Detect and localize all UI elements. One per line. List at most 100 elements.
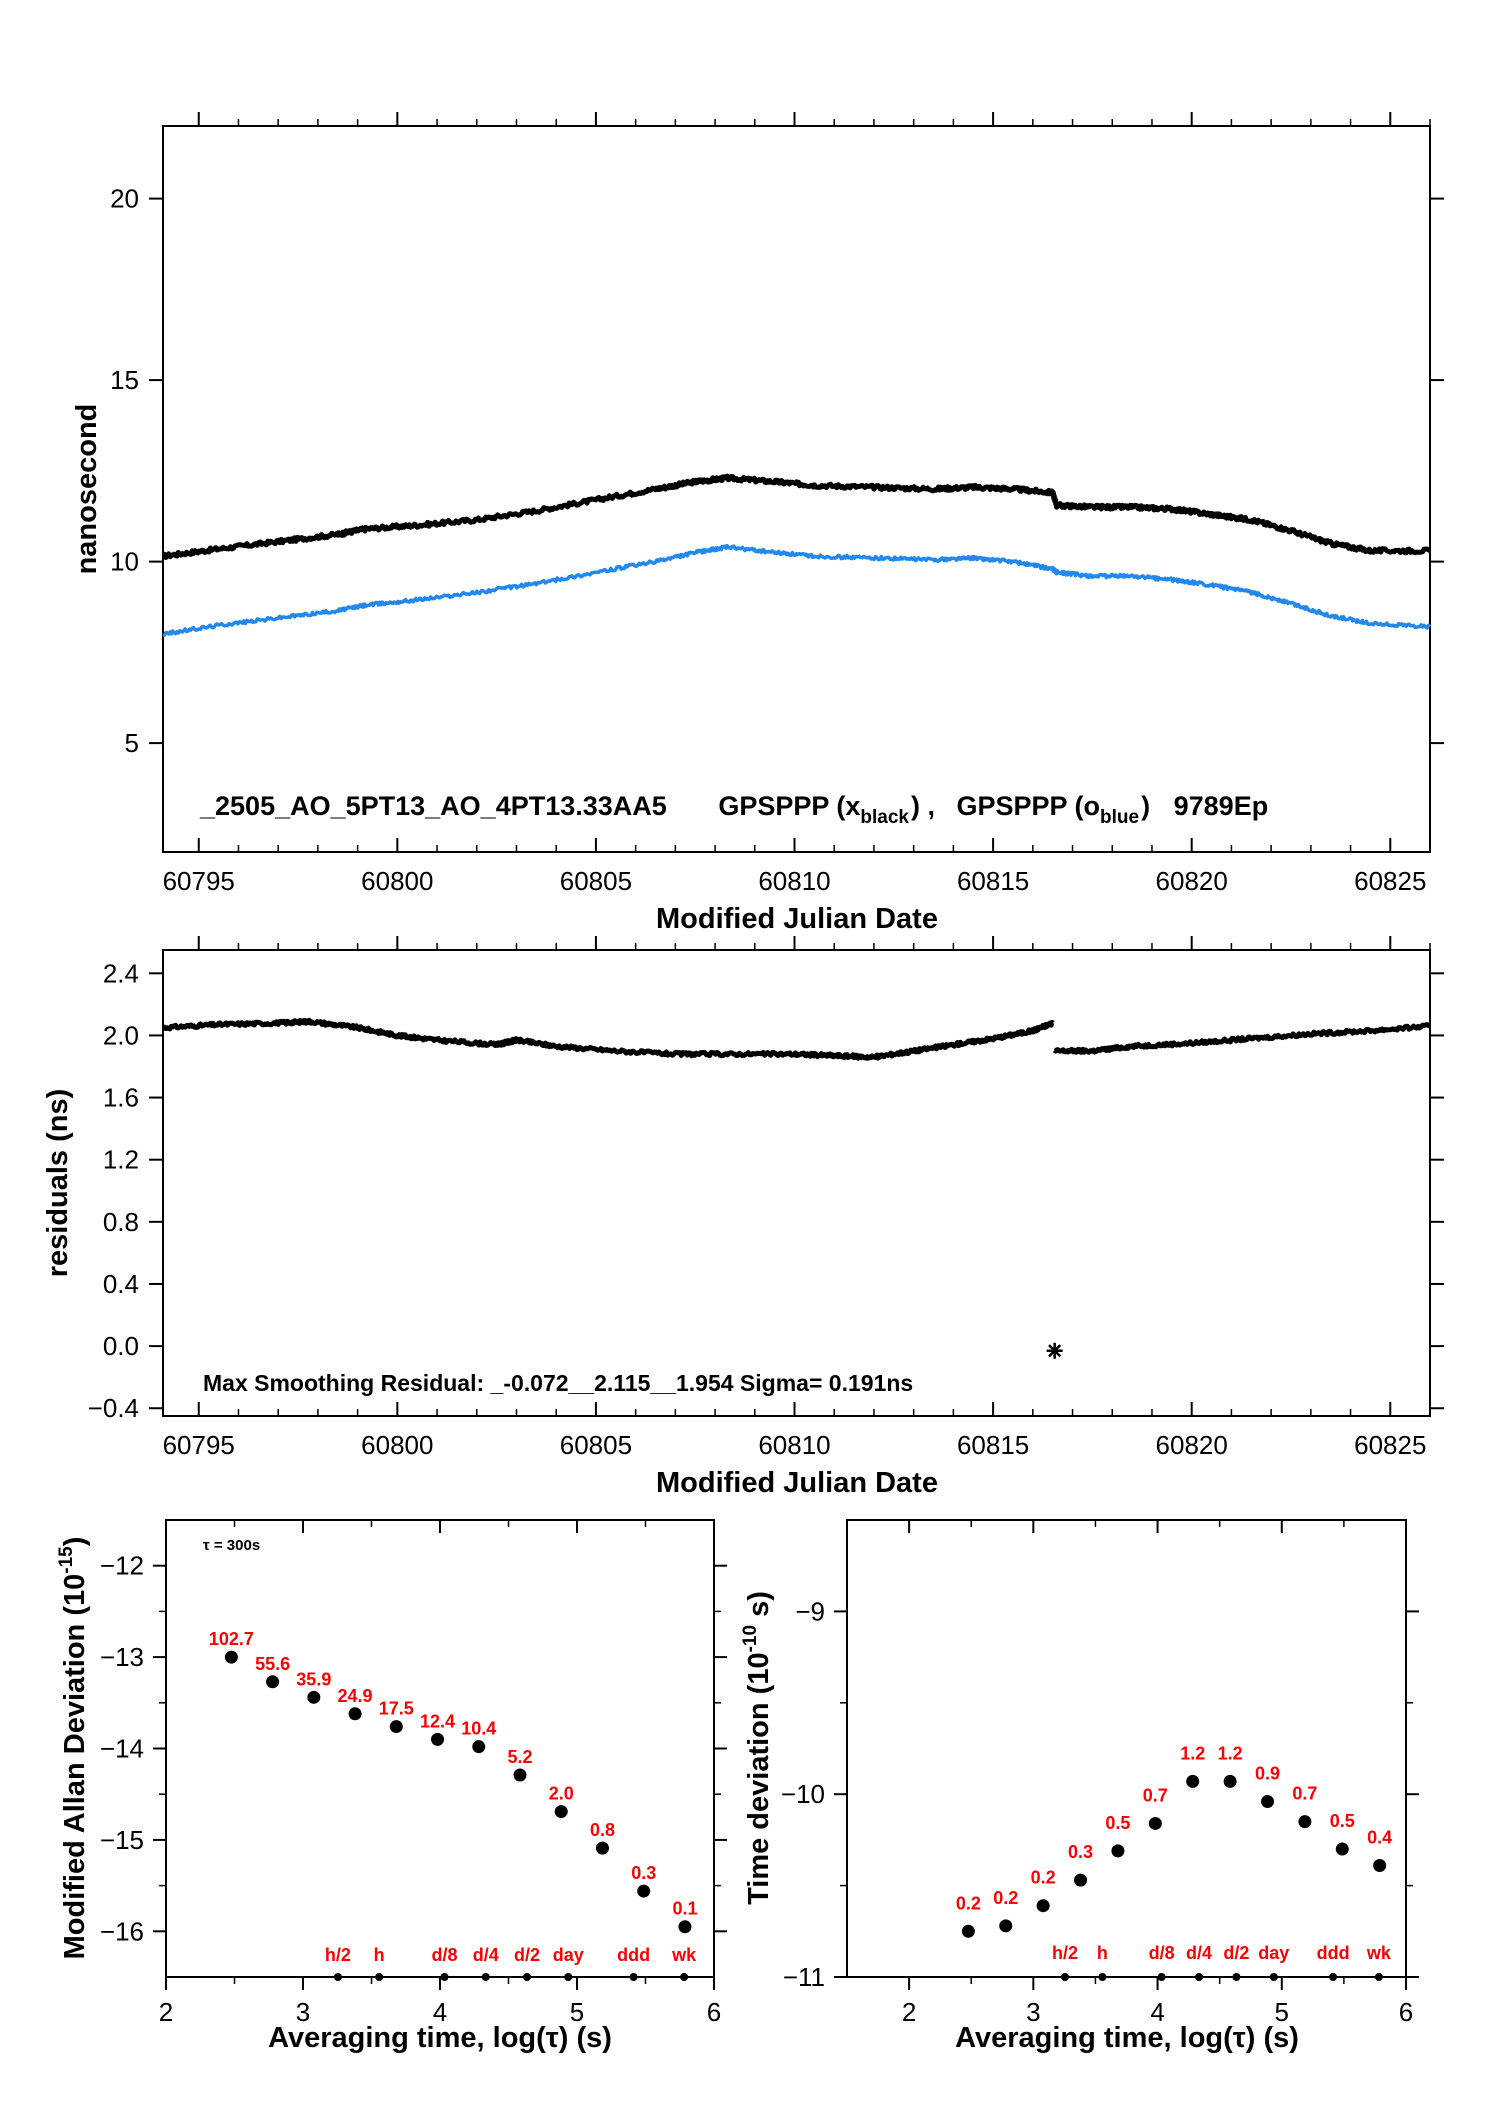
outlier-stroke xyxy=(1048,1344,1062,1358)
mdev-interval-marker xyxy=(564,1973,573,1981)
mdev-interval-label: ddd xyxy=(617,1945,650,1965)
mdev-interval-label: d/4 xyxy=(473,1945,499,1965)
time-series-xtick-label: 60820 xyxy=(1156,866,1228,896)
mdev-xtick-label: 2 xyxy=(159,1997,173,2027)
mdev-ytick-label: −16 xyxy=(100,1916,144,1946)
mdev-xtick-label: 3 xyxy=(296,1997,310,2027)
time-series-xlabel: Modified Julian Date xyxy=(656,903,938,935)
mdev-interval-marker xyxy=(481,1973,490,1981)
mdev-xlabel: Averaging time, log(τ) (s) xyxy=(268,2022,612,2054)
mdev-point-label: 10.4 xyxy=(461,1719,496,1739)
series-black-line xyxy=(161,473,1432,560)
mdev-panel: 2 3 4 5 6 −12 −13 −14 −15 −16 102.755.6 35.9 24.9 17… xyxy=(56,1519,727,2054)
mdev-interval-marker xyxy=(522,1973,531,1981)
tdev-interval-marker xyxy=(1269,1973,1278,1981)
mdev-ylabel: Modified Allan Deviation (10-15) xyxy=(56,1537,91,1960)
mdev-point-label: 0.8 xyxy=(590,1820,615,1840)
tdev-ytick-label: −11 xyxy=(783,1962,825,1992)
tdev-ytick-label: −9 xyxy=(795,1596,825,1626)
tdev-interval-marker xyxy=(1061,1973,1070,1981)
mdev-ylabel-main: Modified Allan Deviation (10 xyxy=(59,1574,91,1960)
tdev-xtick-label: 3 xyxy=(1026,1997,1040,2027)
mdev-interval-marker xyxy=(680,1973,689,1981)
mdev-xtick-label: 4 xyxy=(433,1997,447,2027)
tdev-frame xyxy=(846,1519,1407,1978)
mdev-interval-label: d/8 xyxy=(432,1945,458,1965)
time-series-xtick-label: 60825 xyxy=(1354,866,1426,896)
tdev-interval-label: d/8 xyxy=(1149,1943,1175,1963)
time-series-ytick-label: 15 xyxy=(110,365,139,395)
time-series-panel: 60795 60800 60805 60810 60815 60820 60825 5 10 15… xyxy=(71,112,1444,935)
mdev-point xyxy=(554,1805,568,1819)
mdev-interval-marker xyxy=(629,1973,638,1981)
mdev-ytick-label: −13 xyxy=(100,1642,144,1672)
tdev-xtick-label: 5 xyxy=(1275,1997,1289,2027)
tdev-point xyxy=(961,1924,975,1938)
tdev-panel: 2 3 4 5 6−9−10−11 0.2 0.20.20.30.50.71.2 1.20.… xyxy=(740,1519,1419,2054)
mdev-ytick-label: −15 xyxy=(100,1825,144,1855)
mdev-points: 102.755.6 35.9 24.9 17.5 12.4 10.4 5.2 2.0 0.8 0.… xyxy=(209,1629,697,1981)
tdev-point xyxy=(1111,1844,1125,1858)
legend-series-blue: GPSPPP (o xyxy=(957,791,1101,821)
mdev-interval-label: day xyxy=(553,1945,584,1965)
time-series-xtick-label: 60800 xyxy=(361,866,433,896)
tdev-interval-marker xyxy=(1374,1973,1383,1981)
mdev-point-label: 0.1 xyxy=(672,1899,697,1919)
mdev-point xyxy=(307,1690,321,1704)
residuals-xtick-label: 60815 xyxy=(957,1430,1029,1460)
residuals-panel: 60795 60800 60805 60810 60815 60820 60825 −0.4 0… xyxy=(42,936,1444,1499)
tdev-point-label: 1.2 xyxy=(1218,1743,1243,1763)
tdev-interval-marker xyxy=(1232,1973,1241,1981)
residuals-ytick-label: 0.4 xyxy=(103,1269,139,1299)
tdev-xlabel: Averaging time, log(τ) (s) xyxy=(955,2022,1299,2054)
tdev-point xyxy=(1335,1842,1349,1856)
residuals-xtick-label: 60805 xyxy=(560,1430,632,1460)
series-blue-line xyxy=(162,543,1432,637)
tdev-point xyxy=(1298,1815,1312,1829)
tdev-ylabel-tail: s) xyxy=(743,1591,775,1625)
tdev-point xyxy=(1036,1899,1050,1913)
mdev-point xyxy=(595,1841,609,1855)
mdev-point-label: 5.2 xyxy=(507,1747,532,1767)
legend-series-black-sub: black xyxy=(860,807,909,828)
residuals-line xyxy=(1052,1022,1431,1055)
tdev-point xyxy=(999,1919,1013,1933)
tdev-xtick-label: 2 xyxy=(902,1997,916,2027)
tdev-point-label: 0.2 xyxy=(1031,1868,1056,1888)
mdev-interval-marker xyxy=(375,1973,384,1981)
tdev-xtick-label: 6 xyxy=(1399,1997,1413,2027)
residuals-ytick-label: −0.4 xyxy=(88,1393,139,1423)
mdev-interval-label: wk xyxy=(671,1945,697,1965)
mdev-tau-note: τ = 300s xyxy=(203,1537,260,1554)
residuals-ytick-label: 0.0 xyxy=(103,1331,139,1361)
time-series-axes: 60795 60800 60805 60810 60815 60820 60825 5 10 15… xyxy=(110,112,1444,896)
tdev-xtick-label: 4 xyxy=(1150,1997,1164,2027)
mdev-axes: 2 3 4 5 6 −12 −13 −14 −15 −16 xyxy=(100,1520,727,2027)
residuals-ytick-label: 1.2 xyxy=(103,1145,139,1175)
time-series-ytick-label: 5 xyxy=(125,728,139,758)
series-legend: _2505_AO_5PT13_AO_4PT13.33AA5 GPSPPP (xb… xyxy=(199,791,1268,828)
tdev-axes: 2 3 4 5 6 −9 −10 −11 xyxy=(781,1520,1419,2027)
tdev-point-label: 0.3 xyxy=(1068,1842,1093,1862)
time-series-xtick-label: 60795 xyxy=(163,866,235,896)
time-series-ytick-label: 20 xyxy=(110,184,139,214)
tdev-point-label: 0.2 xyxy=(956,1893,981,1913)
residuals-xlabel: Modified Julian Date xyxy=(656,1467,938,1499)
tdev-point xyxy=(1260,1795,1274,1809)
mdev-point xyxy=(637,1884,651,1898)
residuals-axes: 60795 60800 60805 60810 60815 60820 60825 −0.4 0… xyxy=(88,936,1444,1460)
tdev-interval-label: ddd xyxy=(1317,1943,1350,1963)
mdev-point-label: 0.3 xyxy=(631,1863,656,1883)
mdev-interval-marker xyxy=(440,1973,449,1981)
tdev-interval-label: d/2 xyxy=(1223,1943,1249,1963)
tdev-ytick-label: −10 xyxy=(781,1779,825,1809)
mdev-point xyxy=(224,1650,238,1664)
residuals-series xyxy=(161,1017,1431,1359)
tdev-interval-label: wk xyxy=(1366,1943,1392,1963)
mdev-point xyxy=(348,1707,362,1721)
tdev-interval-label: h/2 xyxy=(1052,1943,1078,1963)
legend-series-black: GPSPPP (x xyxy=(718,791,860,821)
tdev-interval-marker xyxy=(1157,1973,1166,1981)
time-series-xtick-label: 60805 xyxy=(560,866,632,896)
